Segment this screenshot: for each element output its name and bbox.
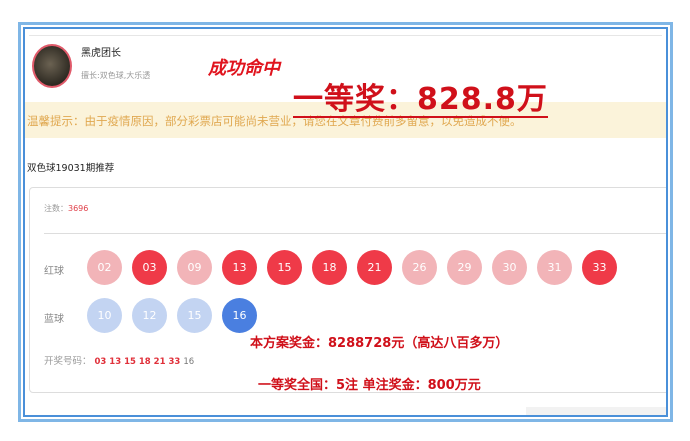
red-ball: 33	[582, 250, 617, 285]
red-ball: 30	[492, 250, 527, 285]
bet-count-value: 3696	[68, 204, 89, 213]
red-ball: 03	[132, 250, 167, 285]
blue-ball: 16	[222, 298, 257, 333]
screenshot-frame: 黑虎团长 擅长:双色球,大乐透 温馨提示：由于疫情原因，部分彩票店可能尚未营业，…	[18, 22, 673, 422]
avatar[interactable]	[32, 44, 72, 88]
bet-count-label: 注数：	[44, 204, 68, 213]
author-name[interactable]: 黑虎团长	[81, 48, 121, 59]
author-specialty: 擅长:双色球,大乐透	[81, 71, 151, 80]
divider	[29, 35, 662, 36]
bet-count: 注数：3696	[44, 203, 88, 214]
blue-ball: 12	[132, 298, 167, 333]
red-ball: 13	[222, 250, 257, 285]
national-annotation: 一等奖全国：5注 单注奖金：800万元	[258, 378, 481, 393]
red-ball: 09	[177, 250, 212, 285]
draw-label: 开奖号码：	[44, 356, 92, 367]
hit-annotation: 成功命中	[208, 58, 280, 79]
divider	[44, 233, 666, 234]
recommendation-card: 注数：3696 红球 02 03 09 13 15 18 21 26 29 30 31 33 蓝球 1…	[29, 187, 666, 393]
issue-title: 双色球19031期推荐	[27, 163, 115, 174]
blue-ball: 15	[177, 298, 212, 333]
scroll-area	[526, 407, 666, 415]
bonus-annotation: 本方案奖金：8288728元（高达八百多万）	[250, 336, 509, 351]
red-ball: 02	[87, 250, 122, 285]
red-ball: 31	[537, 250, 572, 285]
draw-red-numbers: 03 13 15 18 21 33	[94, 357, 181, 367]
red-ball: 15	[267, 250, 302, 285]
blue-ball-label: 蓝球	[44, 314, 64, 325]
red-ball: 26	[402, 250, 437, 285]
red-ball: 29	[447, 250, 482, 285]
red-ball-row: 02 03 09 13 15 18 21 26 29 30 31 33	[87, 250, 617, 285]
blue-ball-row: 10 12 15 16	[87, 298, 257, 333]
draw-result: 开奖号码： 03 13 15 18 21 33 16	[44, 353, 194, 367]
blue-ball: 10	[87, 298, 122, 333]
prize-annotation: 一等奖：828.8万	[293, 82, 548, 118]
content-area: 黑虎团长 擅长:双色球,大乐透 温馨提示：由于疫情原因，部分彩票店可能尚未营业，…	[23, 27, 668, 417]
red-ball-label: 红球	[44, 266, 64, 277]
red-ball: 18	[312, 250, 347, 285]
red-ball: 21	[357, 250, 392, 285]
notice-banner: 温馨提示：由于疫情原因，部分彩票店可能尚未营业，请您在文章付费前多留意，以免造成…	[25, 102, 666, 138]
draw-blue-number: 16	[183, 357, 195, 367]
